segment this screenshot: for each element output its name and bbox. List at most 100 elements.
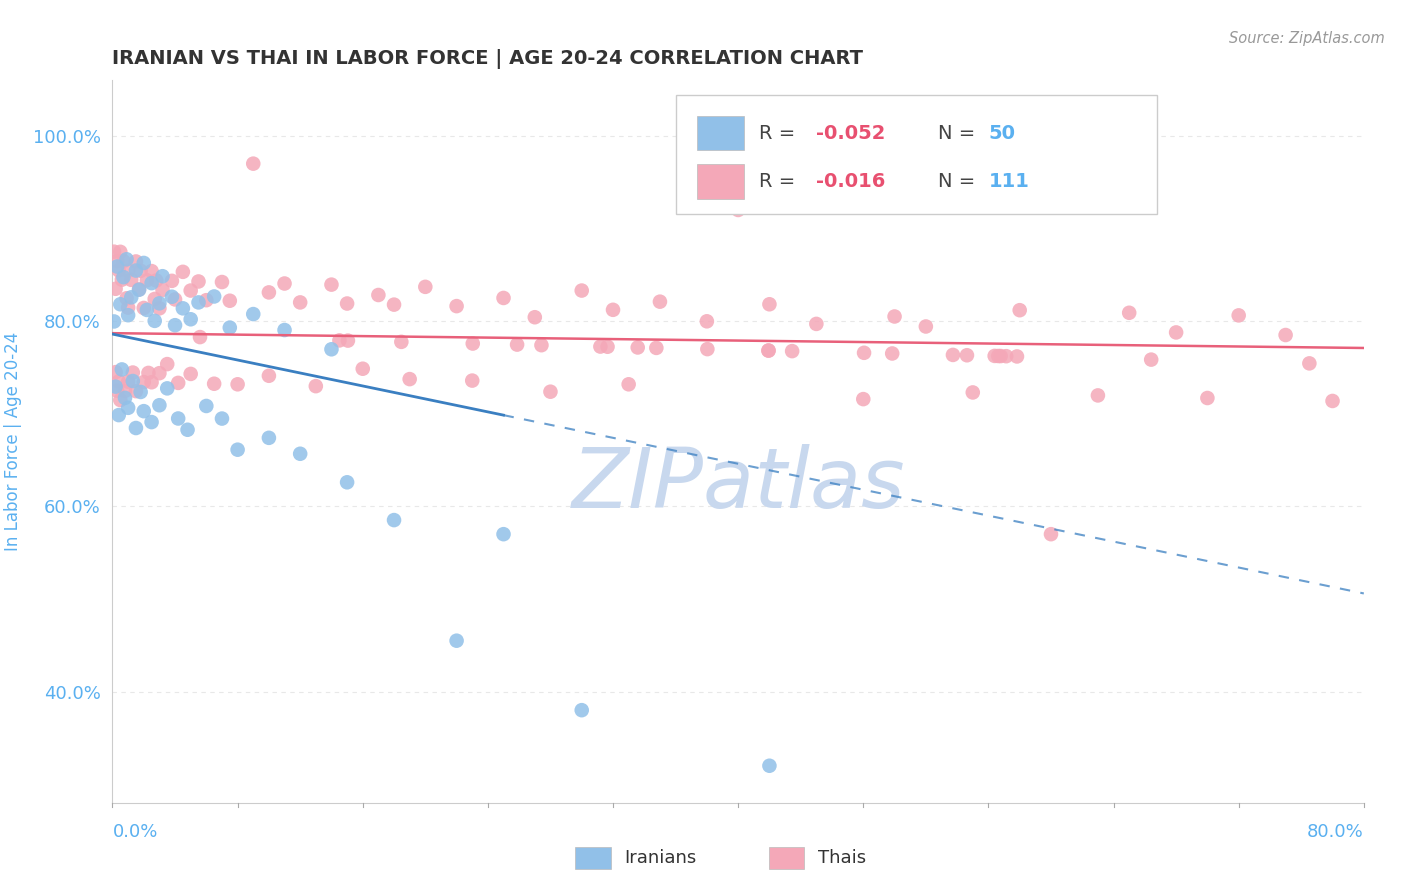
Point [114, 391, 136, 405]
Point [188, 330, 211, 344]
Point [883, 310, 905, 324]
Point [290, 295, 312, 310]
Point [120, 290, 142, 304]
FancyBboxPatch shape [769, 847, 804, 869]
Point [226, 377, 249, 392]
Point [321, 343, 343, 357]
Point [104, 282, 127, 296]
Text: 50: 50 [988, 123, 1015, 143]
Point [115, 252, 138, 267]
Text: 80.0%: 80.0% [1308, 823, 1364, 841]
Point [806, 317, 828, 331]
Point [141, 415, 163, 429]
Point [336, 475, 359, 490]
Point [382, 513, 405, 527]
Point [589, 340, 612, 354]
Point [758, 297, 780, 311]
Point [114, 384, 136, 398]
Point [138, 366, 160, 380]
Point [1274, 328, 1296, 343]
Point [242, 156, 264, 170]
Point [180, 284, 202, 298]
Text: 0.0%: 0.0% [112, 823, 157, 841]
Point [105, 260, 128, 274]
Point [115, 291, 138, 305]
Point [129, 264, 152, 278]
Point [571, 703, 593, 717]
Point [167, 411, 190, 425]
Point [321, 277, 343, 292]
Point [121, 366, 143, 380]
Point [242, 307, 264, 321]
Point [956, 348, 979, 362]
FancyBboxPatch shape [575, 847, 610, 869]
Point [132, 256, 155, 270]
Point [128, 283, 150, 297]
Point [148, 296, 170, 310]
Point [617, 377, 640, 392]
Point [111, 273, 134, 287]
Point [125, 421, 148, 435]
Point [758, 758, 780, 772]
Point [180, 367, 202, 381]
Point [117, 375, 139, 389]
Point [135, 273, 157, 287]
Point [104, 379, 127, 393]
Point [1118, 306, 1140, 320]
Point [696, 314, 718, 328]
Point [125, 254, 148, 268]
Text: Source: ZipAtlas.com: Source: ZipAtlas.com [1229, 31, 1385, 46]
Point [336, 296, 359, 310]
Point [492, 291, 515, 305]
Point [104, 365, 127, 379]
Point [132, 301, 155, 315]
Point [152, 269, 174, 284]
Point [756, 343, 779, 358]
Point [211, 275, 233, 289]
Point [461, 374, 484, 388]
Point [148, 366, 170, 380]
Point [523, 310, 546, 325]
Point [382, 298, 405, 312]
Point [257, 431, 280, 445]
Point [117, 301, 139, 315]
Point [1166, 326, 1188, 340]
Point [645, 341, 668, 355]
Text: R =: R = [759, 123, 801, 143]
Point [202, 289, 225, 303]
Point [111, 362, 134, 376]
Point [172, 265, 194, 279]
Point [367, 288, 389, 302]
Point [446, 633, 468, 648]
Point [141, 264, 163, 278]
Point [398, 372, 420, 386]
Point [492, 527, 515, 541]
Point [110, 392, 132, 407]
Point [257, 285, 280, 300]
Point [305, 379, 328, 393]
Point [125, 263, 148, 277]
Point [1005, 350, 1028, 364]
Point [160, 274, 183, 288]
Point [103, 244, 125, 259]
Point [148, 398, 170, 412]
Point [187, 275, 209, 289]
FancyBboxPatch shape [697, 164, 744, 199]
Text: N =: N = [938, 123, 981, 143]
Point [1039, 527, 1063, 541]
Point [336, 334, 359, 348]
Point [117, 401, 139, 415]
Point [1197, 391, 1219, 405]
Point [163, 293, 186, 307]
Point [117, 308, 139, 322]
Point [853, 346, 876, 360]
Text: N =: N = [938, 172, 981, 191]
Point [915, 319, 938, 334]
Point [128, 282, 150, 296]
Point [148, 301, 170, 316]
Point [1140, 352, 1163, 367]
Point [540, 384, 562, 399]
FancyBboxPatch shape [675, 95, 1157, 214]
Point [112, 270, 135, 285]
Text: R =: R = [759, 172, 801, 191]
